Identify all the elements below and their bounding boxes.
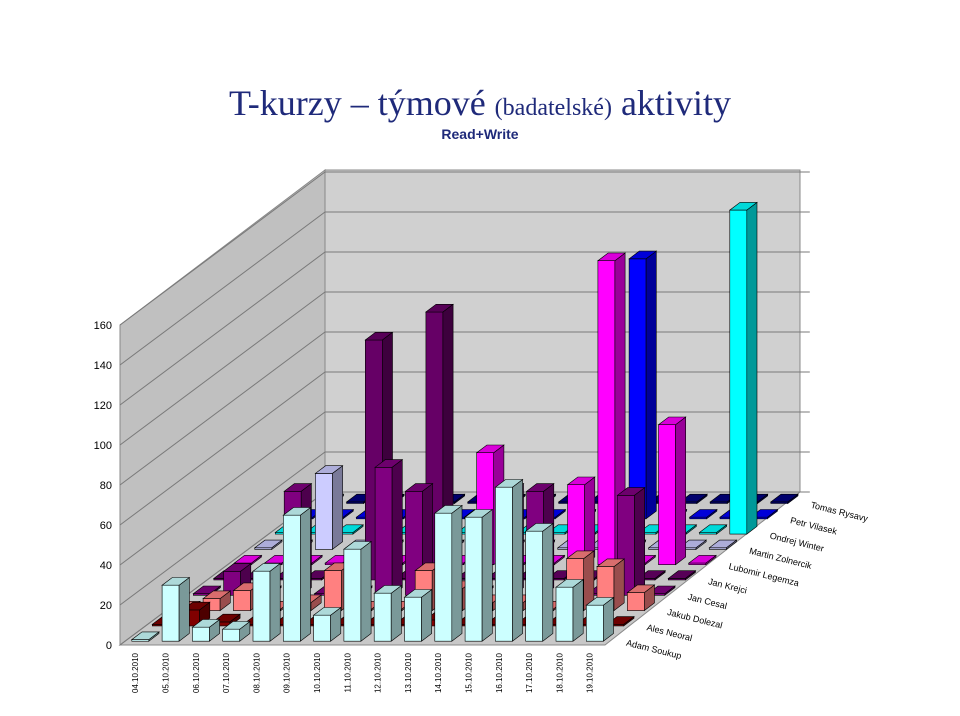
x-tick-label: 08.10.2010 [252,652,261,693]
series-label: Jakub Dolezal [666,607,723,630]
bar [374,458,404,596]
bar [524,522,554,642]
bar [191,618,221,642]
y-tick-label: 140 [94,360,112,372]
bars [130,201,799,642]
y-tick-label: 20 [100,600,112,612]
x-tick-label: 15.10.2010 [464,652,473,693]
x-tick-label: 18.10.2010 [555,652,564,693]
bar [628,250,658,520]
bar [130,631,160,642]
bar [373,584,403,642]
bar [343,540,372,642]
x-tick-label: 09.10.2010 [283,652,292,693]
gridline [119,171,810,326]
bar [626,584,656,612]
title-tail: aktivity [620,83,731,123]
bar [657,416,687,566]
bar [494,478,524,642]
x-tick-label: 04.10.2010 [131,652,140,693]
back-wall [324,169,801,493]
title-main: T-kurzy – týmové [229,83,486,123]
bar [688,508,718,520]
y-tick-label: 60 [100,520,112,532]
bar [202,590,232,612]
x-tick-label: 11.10.2010 [343,652,352,692]
title-paren: (badatelské) [494,95,612,121]
series-label: Jan Krejci [707,576,748,595]
bar [433,504,463,642]
x-tick-label: 13.10.2010 [404,652,413,693]
x-tick-label: 17.10.2010 [525,652,534,693]
series-label: Ales Neoral [646,622,694,643]
bar [161,576,191,642]
x-tick-label: 14.10.2010 [434,652,443,693]
x-tick-label: 05.10.2010 [161,652,170,693]
y-tick-label: 40 [100,560,112,572]
bar [585,596,615,642]
y-axis: 0 20 40 60 80 100 120 140 160 [94,320,112,652]
x-tick-label: 07.10.2010 [222,652,231,693]
bar [687,554,717,566]
bar [464,508,494,642]
bar [679,493,708,505]
bar [708,539,738,551]
y-tick-label: 100 [94,440,112,452]
x-axis-labels: 04.10.2010 05.10.2010 06.10.2010 07.10.2010… [131,652,595,693]
x-tick-label: 16.10.2010 [495,652,504,693]
bar [698,524,728,535]
bar [221,620,251,642]
x-tick-label: 19.10.2010 [586,652,595,693]
x-tick-label: 12.10.2010 [374,652,383,693]
series-label: Petr Vilasek [789,515,838,536]
chart-subtitle: Read+Write [441,125,519,142]
x-tick-label: 10.10.2010 [313,652,322,693]
y-tick-label: 160 [94,320,112,332]
y-tick-label: 0 [106,640,112,652]
y-tick-label: 80 [100,480,112,492]
gridline [119,211,810,366]
bar [312,606,342,642]
bar [253,539,283,551]
bar [597,252,626,566]
series-label: Tomas Rysavy [810,500,870,524]
bar [769,493,799,505]
bar [667,570,697,581]
series-label: Jan Cesal [687,592,728,611]
chart-title-block: T-kurzy – týmové (badatelské) aktivity R… [0,83,960,142]
chart-title: T-kurzy – týmové (badatelské) aktivity [0,83,960,124]
x-tick-label: 06.10.2010 [192,652,201,693]
y-tick-label: 120 [94,400,112,412]
bar [403,588,433,642]
bar [252,562,282,642]
bar [566,476,596,566]
series-label: Adam Soukup [625,638,682,661]
bar [282,506,312,642]
bar [728,201,758,535]
bar [555,578,585,642]
bar [314,465,344,551]
series-label: Ondrej Winter [769,531,825,554]
